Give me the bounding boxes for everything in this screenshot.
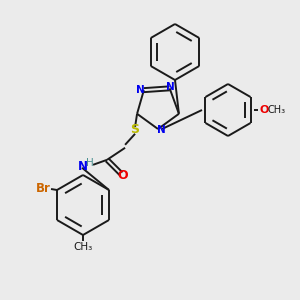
Text: CH₃: CH₃ xyxy=(267,105,285,115)
Text: N: N xyxy=(78,160,88,173)
Text: O: O xyxy=(118,169,128,182)
Text: N: N xyxy=(157,125,165,135)
Text: O: O xyxy=(259,105,268,115)
Text: CH₃: CH₃ xyxy=(74,242,93,252)
Text: Br: Br xyxy=(36,182,50,194)
Text: H: H xyxy=(86,158,94,168)
Text: N: N xyxy=(166,82,175,92)
Text: N: N xyxy=(136,85,145,95)
Text: S: S xyxy=(130,123,140,136)
